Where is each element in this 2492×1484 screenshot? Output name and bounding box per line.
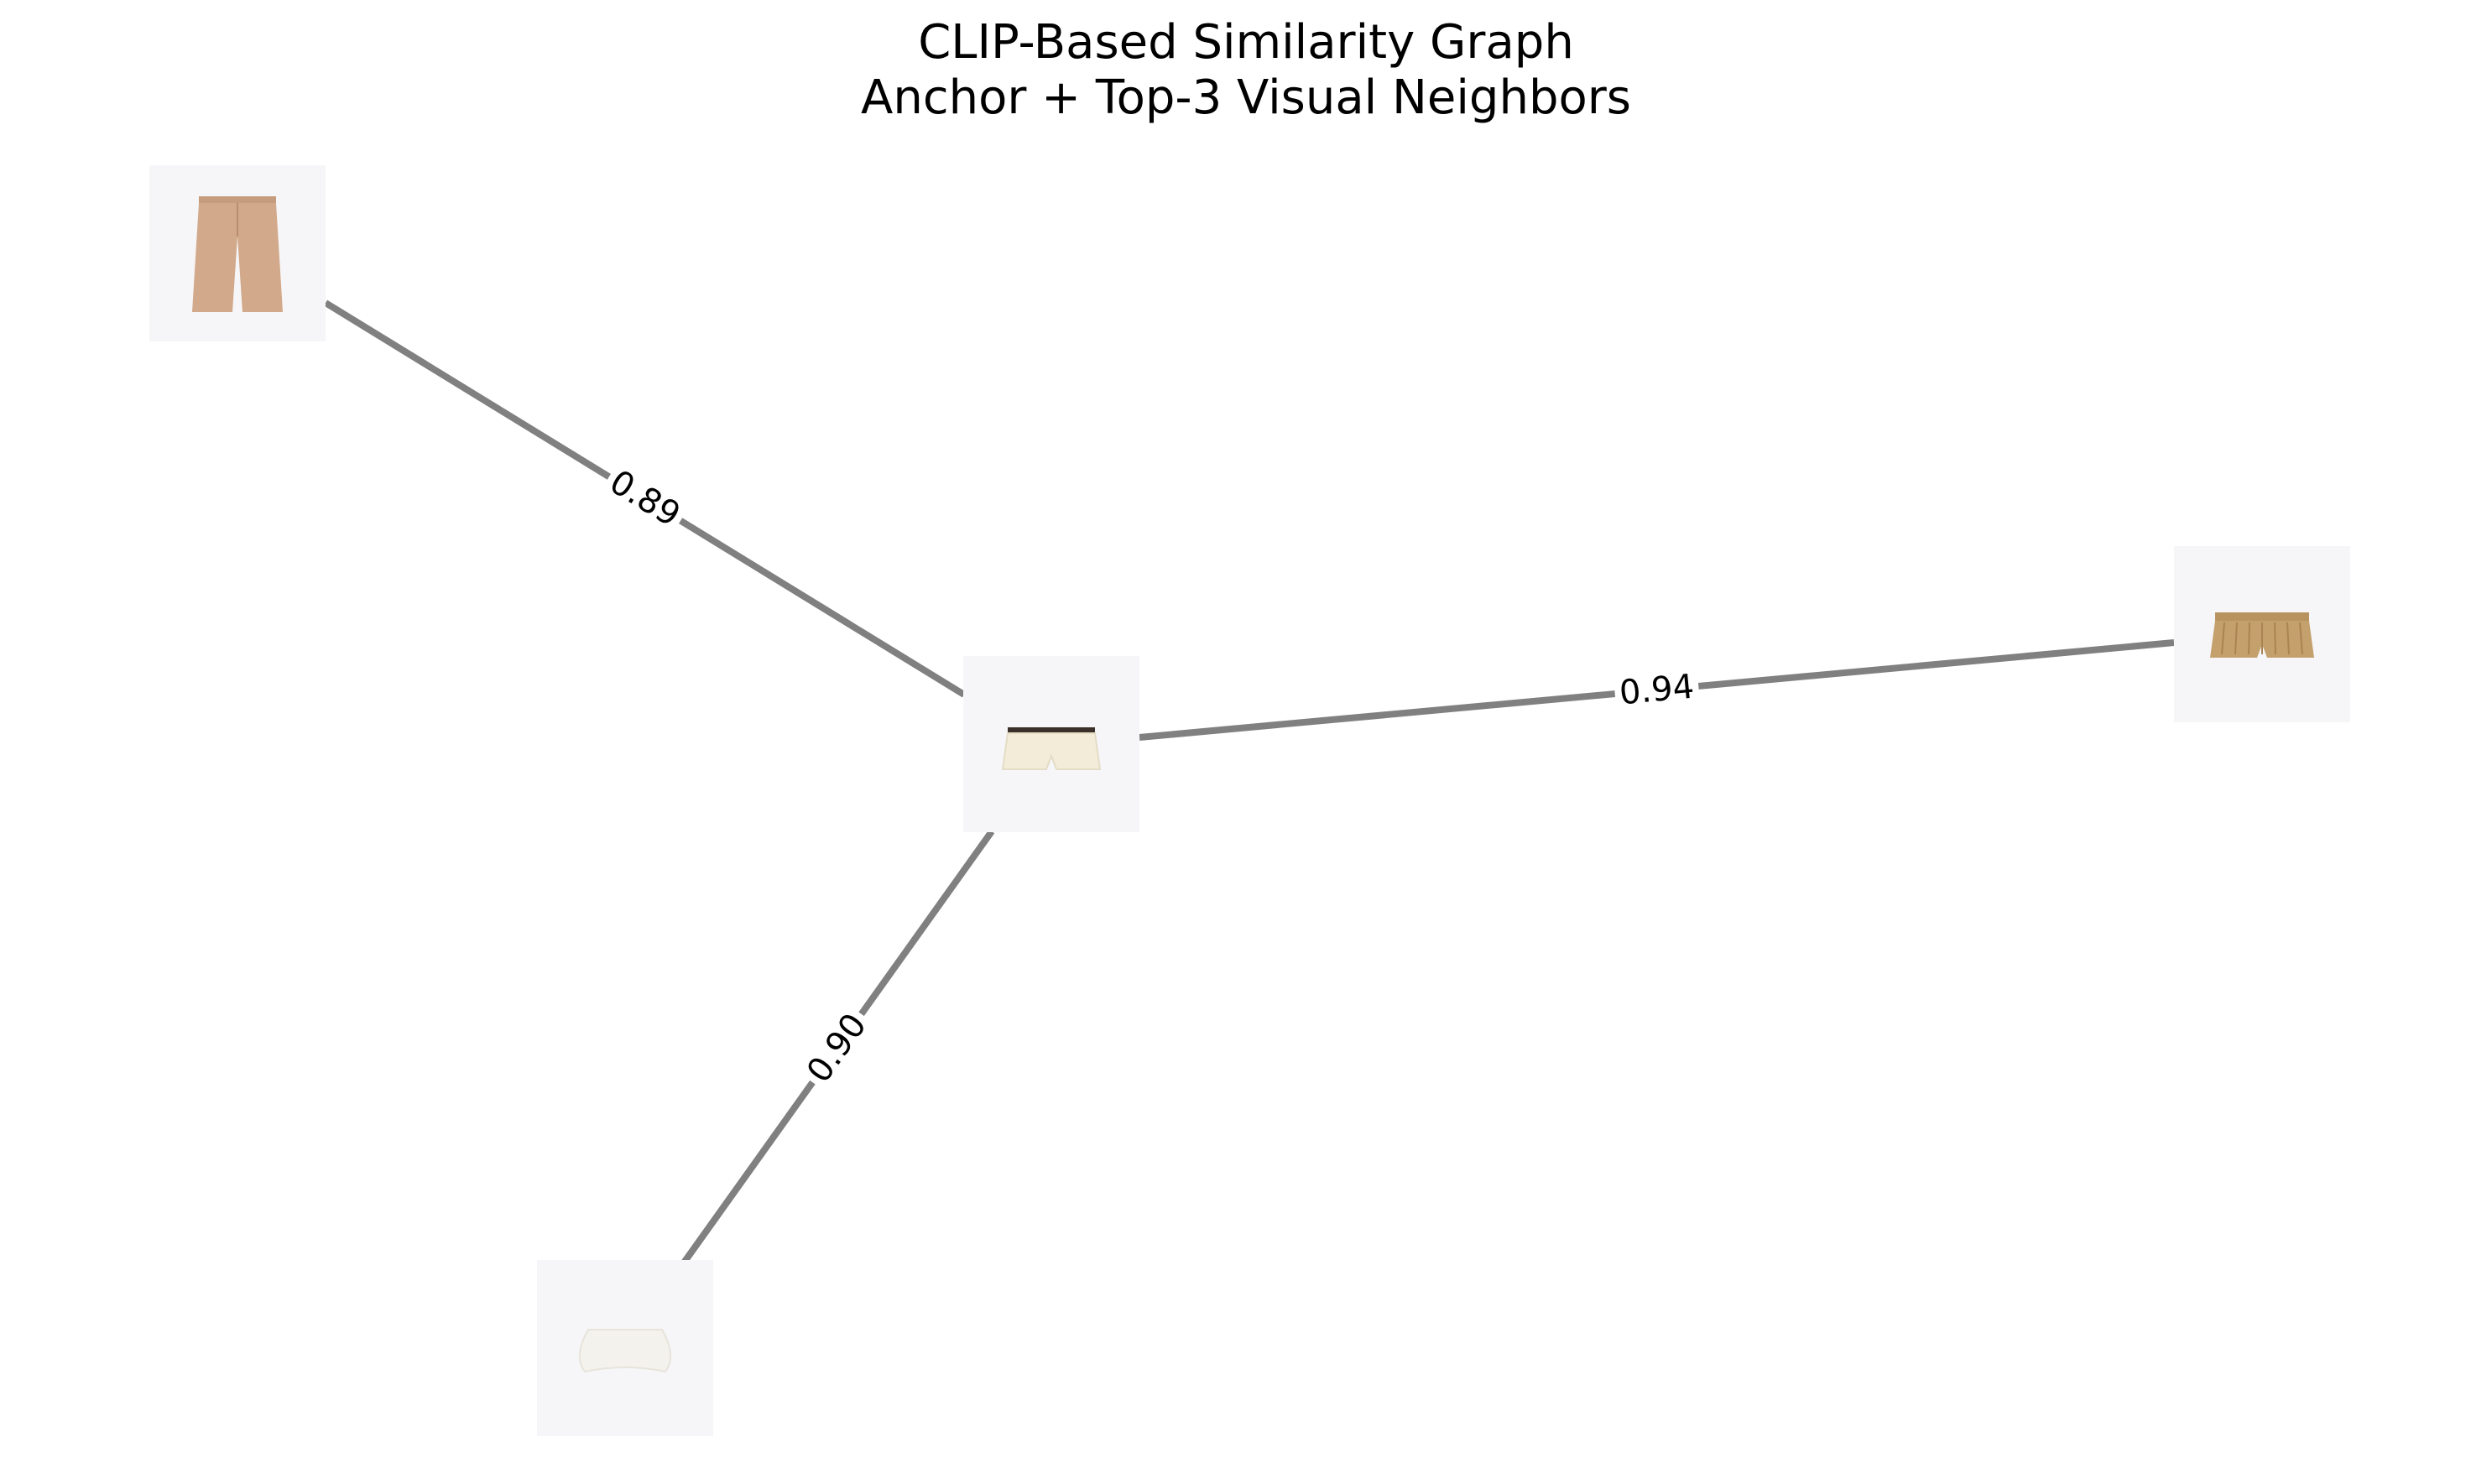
khaki-pleated-shorts-thumbnail	[2210, 612, 2314, 658]
node-neighbor-n1[interactable]	[149, 165, 326, 341]
node-tile	[149, 165, 326, 341]
edge-label-background	[795, 1001, 879, 1096]
nodes-layer	[149, 165, 2350, 1436]
edge-label-background	[1613, 664, 1701, 716]
edge-label-background	[597, 458, 692, 539]
edge-label-group-n3: 0.90	[795, 1001, 879, 1096]
node-anchor-anchor[interactable]	[963, 656, 1139, 832]
edges-layer	[323, 299, 2175, 1268]
cream-belted-shorts-thumbnail	[1001, 727, 1102, 770]
figure-title: CLIP-Based Similarity Graph Anchor + Top…	[0, 15, 2492, 126]
node-neighbor-n2[interactable]	[2174, 546, 2350, 722]
edge-label-group-n2: 0.94	[1613, 664, 1701, 716]
edge-label-similarity: 0.94	[1618, 668, 1696, 713]
title-line-1: CLIP-Based Similarity Graph	[918, 15, 1574, 70]
edge-label-group-n1: 0.89	[597, 458, 692, 539]
white-bubble-shorts-thumbnail	[579, 1329, 671, 1373]
node-neighbor-n3[interactable]	[537, 1260, 713, 1436]
tan-wide-leg-trousers-thumbnail	[192, 196, 283, 312]
title-line-2: Anchor + Top-3 Visual Neighbors	[861, 70, 1631, 125]
edge-labels-layer: 0.89 0.94 0.90	[597, 458, 1701, 1096]
